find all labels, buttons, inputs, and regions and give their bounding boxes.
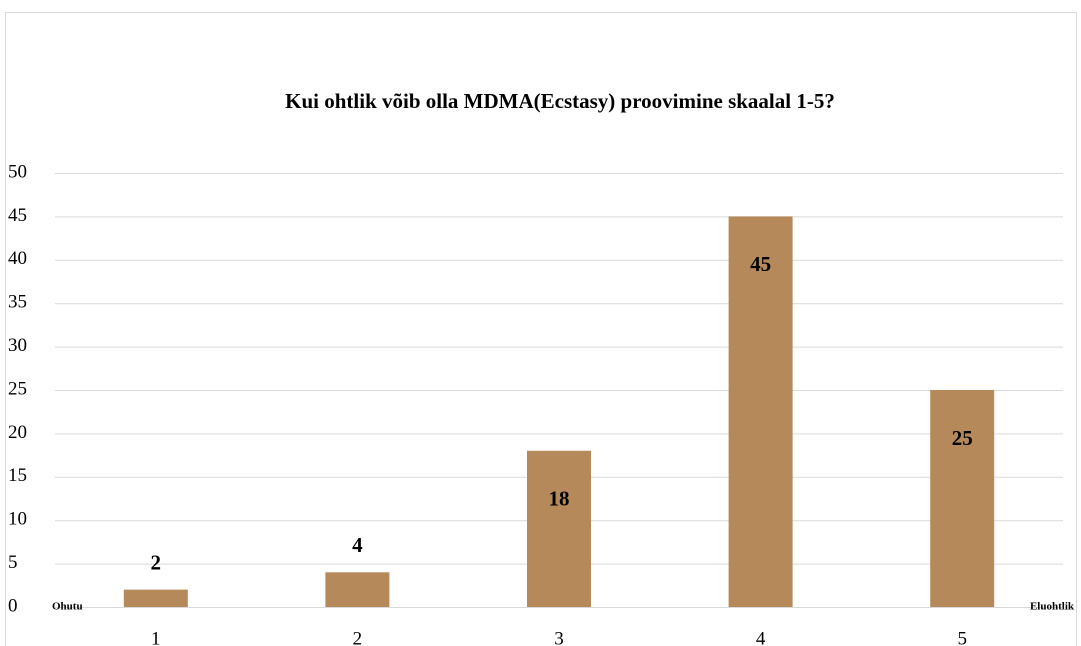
y-tick-label: 50 [8, 161, 27, 182]
y-tick-label: 45 [8, 205, 27, 226]
x-tick-label: 1 [151, 628, 161, 646]
y-tick-label: 30 [8, 335, 27, 356]
y-tick-label: 20 [8, 422, 27, 443]
data-label: 25 [952, 426, 973, 450]
chart-title: Kui ohtlik võib olla MDMA(Ecstasy) proov… [285, 89, 835, 113]
y-tick-label: 35 [8, 292, 27, 313]
x-tick-label: 2 [353, 628, 363, 646]
y-tick-label: 0 [8, 595, 18, 616]
data-label: 18 [549, 487, 570, 511]
bar [123, 589, 188, 607]
y-tick-label: 25 [8, 378, 27, 399]
annotation: Eluohtlik [1030, 601, 1075, 613]
bar [728, 216, 793, 607]
bar [930, 390, 995, 607]
data-label: 4 [352, 533, 363, 557]
y-tick-label: 10 [8, 509, 27, 530]
y-tick-label: 5 [8, 552, 18, 573]
bar [325, 572, 390, 607]
y-tick-label: 15 [8, 465, 27, 486]
x-tick-label: 4 [756, 628, 766, 646]
data-label: 45 [750, 252, 771, 276]
x-tick-label: 3 [554, 628, 564, 646]
annotation: Ohutu [52, 601, 83, 613]
x-tick-label: 5 [957, 628, 967, 646]
bar [527, 450, 591, 607]
data-label: 2 [151, 550, 162, 574]
y-tick-label: 40 [8, 248, 27, 269]
